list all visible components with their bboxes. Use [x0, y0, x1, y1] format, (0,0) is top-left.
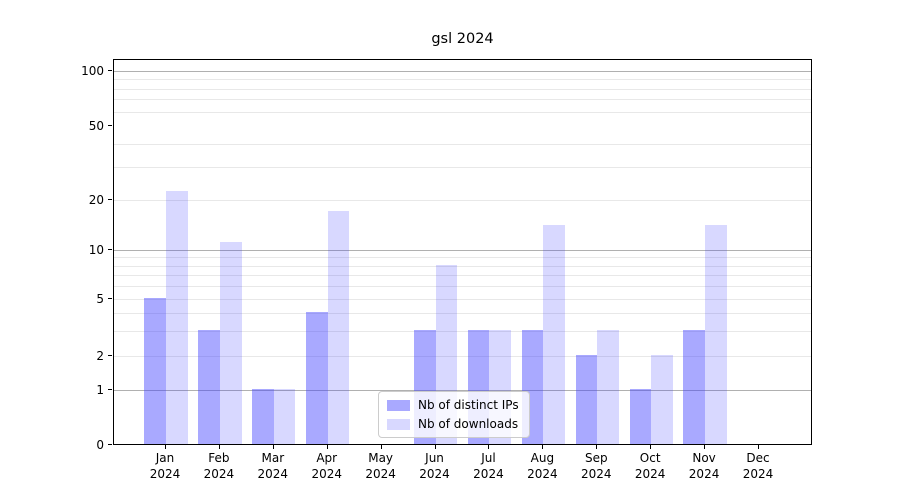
x-tick-label-aug: Aug 2024: [527, 451, 558, 481]
gridline-major-10: [114, 250, 811, 251]
gridline-minor-3: [114, 330, 811, 332]
x-tick-label-dec: Dec 2024: [742, 451, 774, 481]
bar-mar-nb-of-distinct-ips: [252, 389, 274, 444]
bar-oct-nb-of-distinct-ips: [629, 389, 652, 444]
x-tick-apr: [326, 445, 328, 449]
legend-label-downloads: Nb of downloads: [418, 417, 519, 431]
x-tick-label-jan: Jan 2024: [149, 451, 181, 481]
bar-sep-nb-of-distinct-ips: [575, 355, 598, 444]
gridline-minor-4: [114, 312, 811, 314]
y-tick-0: [108, 444, 112, 445]
legend-entry-distinct-ips: Nb of distinct IPs: [387, 398, 519, 412]
plot-area: [113, 59, 812, 445]
legend-swatch-distinct-ips: [387, 399, 410, 411]
x-tick-jul: [488, 445, 490, 449]
x-tick-label-may: May 2024: [365, 451, 396, 481]
legend: Nb of distinct IPs Nb of downloads: [378, 391, 530, 438]
bar-mar-nb-of-downloads: [273, 389, 296, 444]
bar-feb-nb-of-downloads: [219, 242, 242, 444]
gridline-major-100: [114, 71, 811, 72]
y-tick-50: [108, 125, 112, 126]
gridline-minor-60: [114, 111, 811, 113]
x-tick-oct: [650, 445, 652, 449]
x-tick-label-mar: Mar 2024: [257, 451, 289, 481]
gridline-minor-9: [114, 257, 811, 259]
bar-aug-nb-of-downloads: [543, 224, 565, 444]
gridline-minor-6: [114, 286, 811, 288]
y-tick-label-0: 0: [96, 437, 104, 452]
x-tick-label-apr: Apr 2024: [311, 451, 342, 481]
x-tick-label-oct: Oct 2024: [634, 451, 666, 481]
legend-entry-downloads: Nb of downloads: [387, 417, 519, 431]
x-tick-aug: [542, 445, 544, 449]
y-tick-2: [108, 355, 112, 356]
y-tick-1: [108, 389, 112, 390]
gridline-minor-7: [114, 275, 811, 277]
gridline-minor-5: [114, 299, 811, 300]
legend-label-distinct-ips: Nb of distinct IPs: [418, 398, 519, 412]
y-tick-label-20: 20: [88, 192, 104, 207]
x-tick-label-jul: Jul 2024: [473, 451, 504, 481]
y-tick-5: [108, 298, 112, 299]
bar-nov-nb-of-distinct-ips: [683, 329, 706, 444]
bar-oct-nb-of-downloads: [651, 355, 673, 444]
x-tick-nov: [704, 445, 706, 449]
x-tick-label-nov: Nov 2024: [688, 451, 720, 481]
y-tick-label-10: 10: [88, 242, 104, 257]
x-tick-label-sep: Sep 2024: [580, 451, 612, 481]
gridline-minor-8: [114, 265, 811, 267]
x-tick-feb: [218, 445, 220, 449]
gridline-minor-70: [114, 99, 811, 101]
x-tick-mar: [272, 445, 274, 449]
x-tick-jan: [165, 445, 166, 449]
y-tick-label-50: 50: [88, 118, 104, 133]
y-tick-label-1: 1: [96, 382, 104, 397]
gridline-minor-80: [114, 88, 811, 90]
x-tick-label-jun: Jun 2024: [419, 451, 450, 481]
gridline-major-1: [114, 390, 811, 391]
bar-feb-nb-of-distinct-ips: [198, 329, 220, 444]
y-tick-100: [108, 70, 112, 71]
gridline-minor-90: [114, 79, 811, 81]
gridline-minor-20: [114, 200, 811, 201]
y-tick-20: [108, 199, 112, 200]
bar-apr-nb-of-downloads: [327, 210, 350, 444]
bar-jan-nb-of-distinct-ips: [144, 298, 166, 444]
y-tick-label-5: 5: [96, 291, 104, 306]
gridline-minor-30: [114, 167, 811, 169]
y-tick-10: [108, 249, 112, 250]
gridline-minor-2: [114, 356, 811, 357]
bar-jan-nb-of-downloads: [166, 191, 188, 444]
bar-apr-nb-of-distinct-ips: [306, 311, 328, 444]
y-tick-label-2: 2: [96, 348, 104, 363]
x-tick-label-feb: Feb 2024: [203, 451, 235, 481]
chart-title: gsl 2024: [431, 31, 494, 47]
y-tick-label-100: 100: [81, 63, 104, 78]
x-tick-sep: [596, 445, 598, 449]
x-tick-dec: [758, 445, 759, 449]
x-tick-jun: [434, 445, 436, 449]
gridline-minor-40: [114, 144, 811, 146]
bar-sep-nb-of-downloads: [597, 329, 619, 444]
x-tick-may: [380, 445, 382, 449]
legend-swatch-downloads: [387, 418, 410, 430]
bar-nov-nb-of-downloads: [705, 224, 727, 444]
